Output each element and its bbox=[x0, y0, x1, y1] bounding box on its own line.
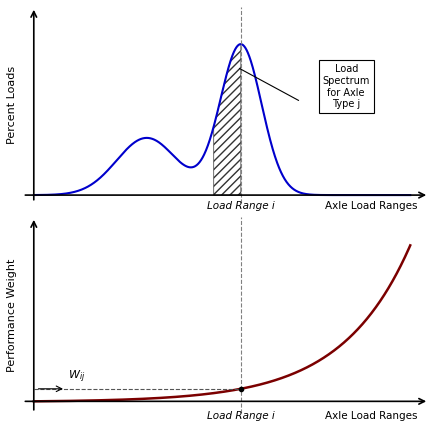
Text: $W_{ij}$: $W_{ij}$ bbox=[68, 369, 85, 385]
Text: Load
Spectrum
for Axle
Type j: Load Spectrum for Axle Type j bbox=[323, 64, 370, 109]
Text: Axle Load Ranges: Axle Load Ranges bbox=[325, 410, 418, 421]
Text: Load Range i: Load Range i bbox=[207, 410, 275, 421]
Y-axis label: Percent Loads: Percent Loads bbox=[7, 66, 17, 144]
Text: Axle Load Ranges: Axle Load Ranges bbox=[325, 201, 418, 211]
Text: Load Range i: Load Range i bbox=[207, 201, 275, 211]
Y-axis label: Performance Weight: Performance Weight bbox=[7, 258, 17, 372]
